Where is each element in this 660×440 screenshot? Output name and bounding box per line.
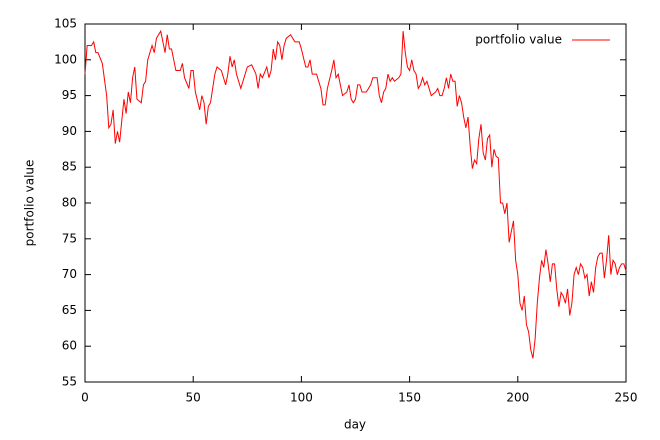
x-tick-label: 0 (81, 391, 89, 405)
y-tick-label: 80 (62, 196, 77, 210)
x-tick-label: 250 (615, 391, 638, 405)
y-tick-label: 90 (62, 124, 77, 138)
y-tick-label: 70 (62, 267, 77, 281)
y-axis-label: portfolio value (23, 160, 37, 247)
y-tick-label: 105 (54, 17, 77, 31)
y-tick-label: 65 (62, 303, 77, 317)
y-tick-label: 55 (62, 375, 77, 389)
y-tick-label: 95 (62, 88, 77, 102)
plot-frame (84, 23, 627, 383)
y-tick-label: 60 (62, 339, 77, 353)
y-tick-label: 85 (62, 160, 77, 174)
x-axis-label: day (344, 418, 366, 432)
y-tick-label: 75 (62, 231, 77, 245)
x-tick-label: 100 (290, 391, 313, 405)
x-tick-label: 50 (186, 391, 201, 405)
legend-label: portfolio value (475, 33, 562, 47)
x-tick-label: 200 (506, 391, 529, 405)
y-tick-label: 100 (54, 52, 77, 66)
data-line (84, 29, 627, 359)
x-tick-label: 150 (398, 391, 421, 405)
